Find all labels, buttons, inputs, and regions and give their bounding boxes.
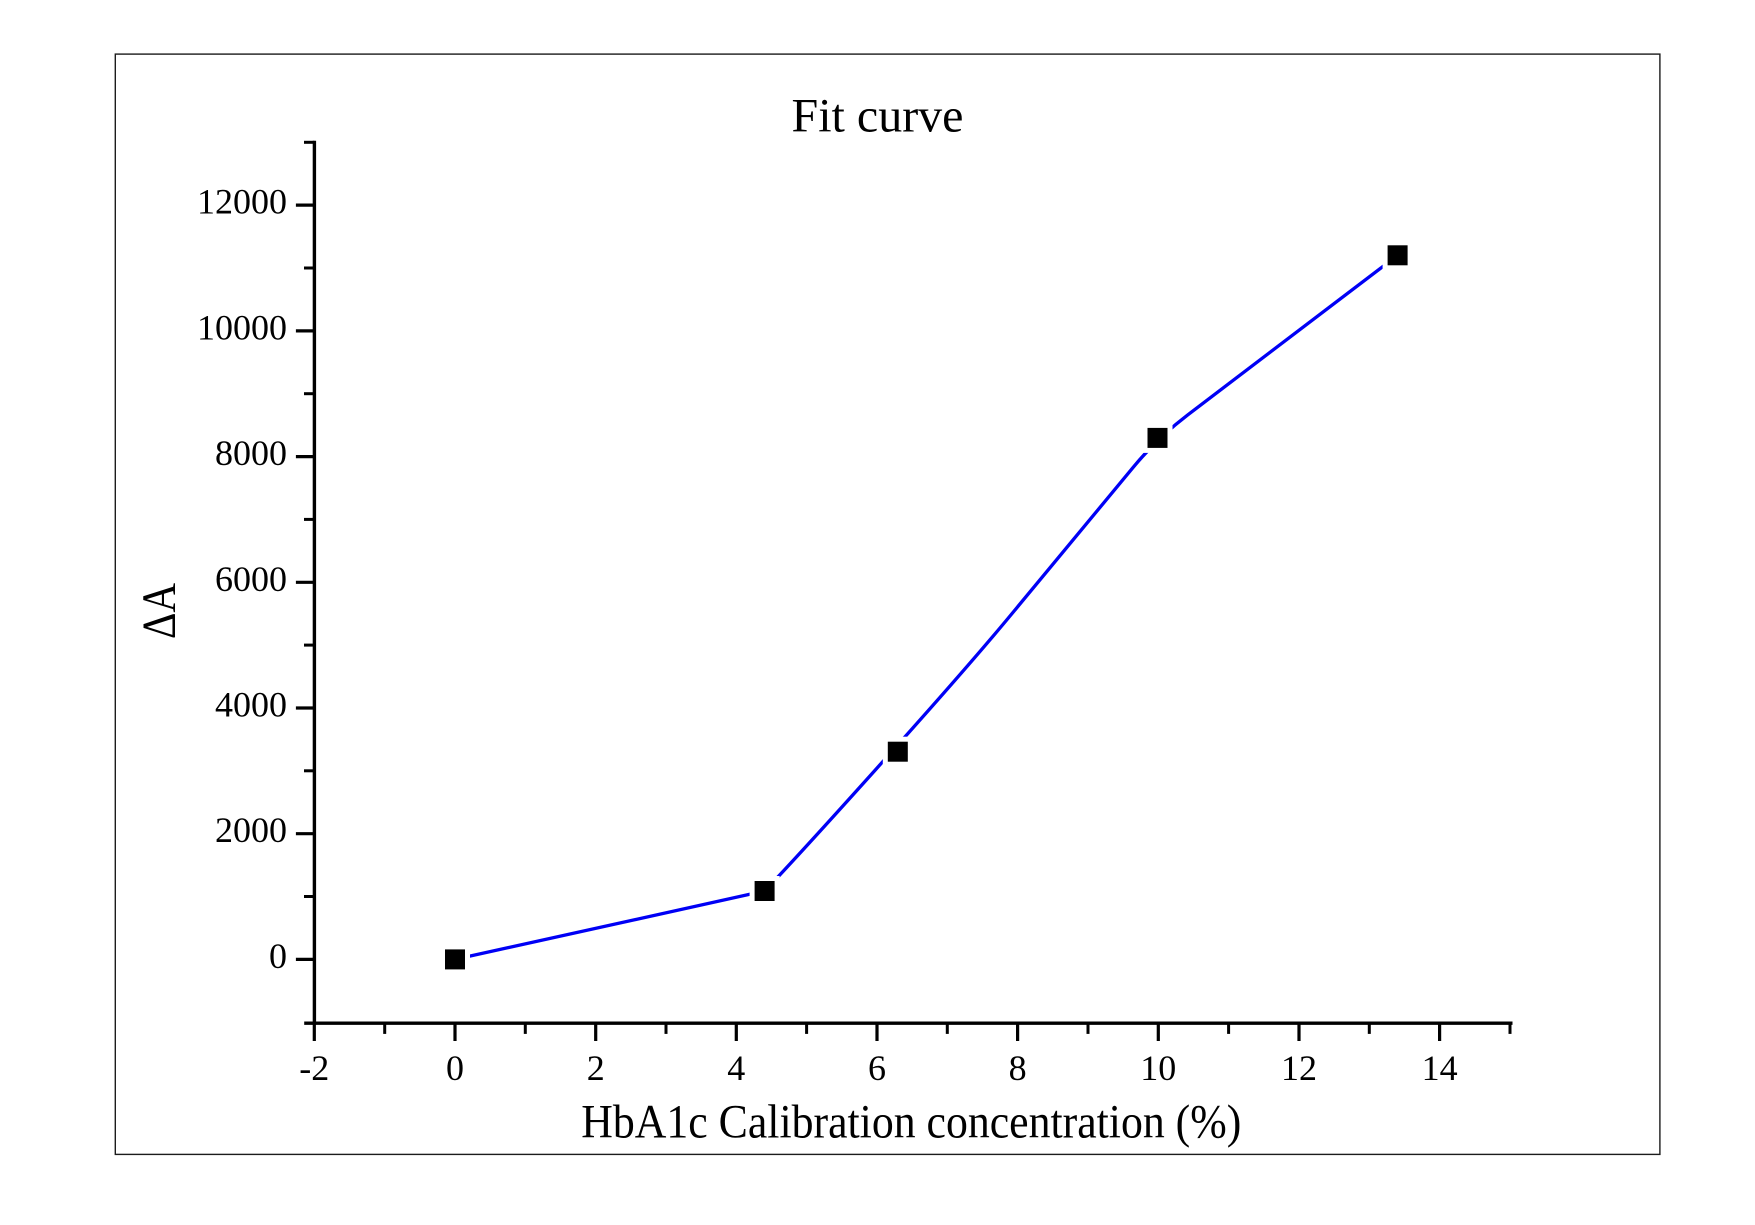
svg-text:10000: 10000 <box>197 307 287 347</box>
svg-text:6000: 6000 <box>215 559 287 599</box>
svg-text:8: 8 <box>1009 1048 1027 1088</box>
svg-text:2: 2 <box>587 1048 605 1088</box>
svg-text:Fit curve: Fit curve <box>792 89 964 142</box>
svg-text:0: 0 <box>269 936 287 976</box>
svg-text:HbA1c Calibration concentratio: HbA1c Calibration concentration (%) <box>581 1095 1241 1148</box>
svg-text:4: 4 <box>727 1048 745 1088</box>
svg-text:8000: 8000 <box>215 433 287 473</box>
svg-text:0: 0 <box>446 1048 464 1088</box>
svg-text:ΔA: ΔA <box>133 583 186 639</box>
svg-text:-2: -2 <box>299 1048 329 1088</box>
svg-text:4000: 4000 <box>215 685 287 725</box>
svg-text:12: 12 <box>1281 1048 1317 1088</box>
svg-text:2000: 2000 <box>215 810 287 850</box>
svg-text:6: 6 <box>868 1048 886 1088</box>
svg-text:14: 14 <box>1422 1048 1458 1088</box>
svg-text:10: 10 <box>1140 1048 1176 1088</box>
svg-text:12000: 12000 <box>197 182 287 222</box>
